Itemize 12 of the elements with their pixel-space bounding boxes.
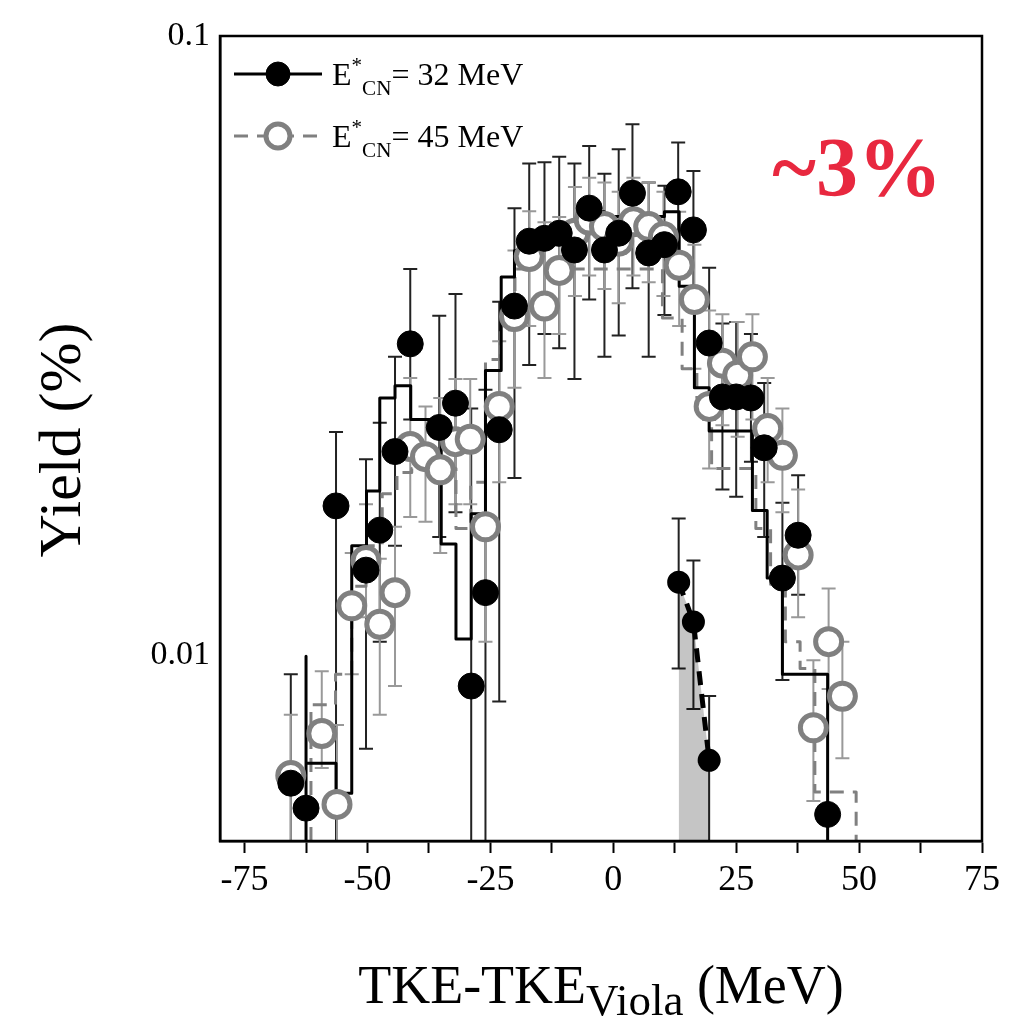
x-tick-label: -50 <box>343 858 392 899</box>
x-tick-label: -75 <box>220 858 269 899</box>
x-tick-label: -25 <box>466 858 515 899</box>
y-axis-title: Yield (%) <box>25 322 94 558</box>
annotation: ~3% <box>772 121 942 214</box>
y-tick-label: 0.1 <box>167 14 210 52</box>
x-tick-label: 75 <box>964 858 1000 899</box>
y-tick-label: 0.01 <box>150 633 210 671</box>
x-tick-label: 25 <box>718 858 755 899</box>
x-tick-label: 50 <box>841 858 878 899</box>
x-tick-label: 0 <box>604 858 623 899</box>
x-axis-title: TKE-TKE$_{Viola}$ (MeV) <box>358 954 844 1026</box>
